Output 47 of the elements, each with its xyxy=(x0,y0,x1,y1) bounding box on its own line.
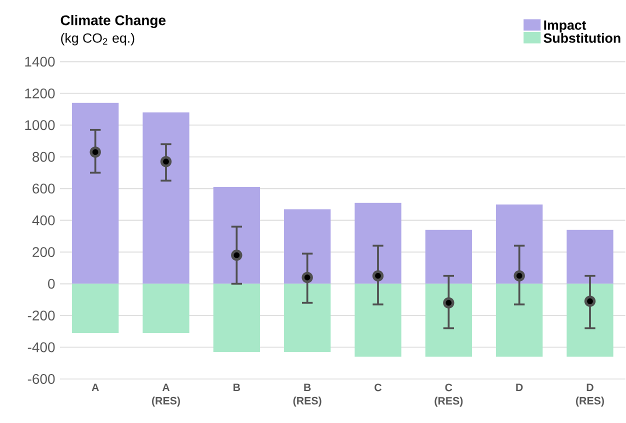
bar xyxy=(142,112,190,284)
point xyxy=(443,297,454,308)
bar xyxy=(142,284,190,333)
y-axis-title: (kg CO$_{2}$ eq.) xyxy=(61,32,134,46)
bar xyxy=(213,187,260,284)
x-tick-label: C xyxy=(374,384,382,392)
y-tick-label: 0 xyxy=(48,278,55,289)
y-tick-label: 600 xyxy=(32,184,55,194)
y-tick-label: -200 xyxy=(28,310,55,320)
y-tick-label: -400 xyxy=(28,342,55,352)
bar xyxy=(496,204,543,284)
point xyxy=(302,272,313,284)
y-tick-label: 200 xyxy=(32,247,55,258)
bar xyxy=(354,202,402,284)
bar xyxy=(566,230,614,284)
point xyxy=(584,296,596,307)
x-tick-label: A (RES) xyxy=(152,384,180,407)
legend-label: Impact xyxy=(544,20,586,32)
x-tick-label: B xyxy=(234,384,240,392)
bar xyxy=(284,284,331,352)
x-tick-label: C (RES) xyxy=(434,384,463,407)
y-tick-label: 1200 xyxy=(25,88,55,98)
bar xyxy=(425,230,472,284)
bar xyxy=(72,102,119,284)
y-tick-label: 400 xyxy=(32,215,55,226)
bar xyxy=(425,284,472,357)
bar xyxy=(496,284,543,357)
chart-title: Climate Change xyxy=(60,14,166,28)
point xyxy=(231,250,242,261)
legend-label: Substitution xyxy=(544,33,620,43)
y-tick-label: 800 xyxy=(32,152,55,162)
point xyxy=(514,270,525,282)
x-tick-label: B (RES) xyxy=(293,384,322,407)
bar xyxy=(72,284,119,333)
x-tick-label: D xyxy=(516,384,523,392)
bar xyxy=(213,284,260,352)
bar xyxy=(284,209,331,284)
bar xyxy=(566,284,614,357)
x-tick-label: A xyxy=(92,384,99,392)
y-tick-label: -600 xyxy=(28,374,55,384)
point xyxy=(160,156,172,168)
point xyxy=(372,270,384,282)
y-tick-label: 1400 xyxy=(25,56,55,67)
bar xyxy=(354,284,402,357)
point xyxy=(90,146,101,158)
y-tick-label: 1000 xyxy=(25,120,55,130)
x-tick-label: D (RES) xyxy=(576,384,604,407)
